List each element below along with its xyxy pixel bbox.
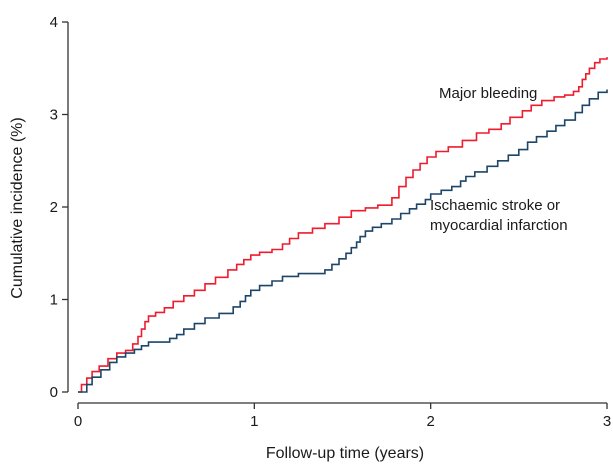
x-tick-label: 3: [603, 413, 611, 430]
x-tick-label: 0: [74, 413, 82, 430]
x-tick-label: 2: [426, 413, 434, 430]
y-tick-label: 4: [50, 14, 58, 31]
x-tick-label: 1: [250, 413, 258, 430]
y-axis-label: Cumulative incidence (%): [9, 117, 26, 298]
y-tick-label: 0: [50, 384, 58, 401]
series-label: Major bleeding: [439, 85, 537, 102]
x-axis-label: Follow-up time (years): [266, 445, 424, 462]
series-layer: [78, 57, 608, 393]
y-tick-label: 2: [50, 199, 58, 216]
series-label: Ischaemic stroke or myocardial infarction: [430, 197, 568, 234]
y-tick-label: 3: [50, 107, 58, 124]
series-line-major-bleeding: [78, 57, 608, 393]
y-tick-label: 1: [50, 292, 58, 309]
axes: 0 1 2 3 4 0 1 2 3: [50, 14, 612, 430]
series-labels: Major bleeding Ischaemic stroke or myocard…: [430, 85, 568, 234]
series-line-ischaemic-stroke-mi: [78, 89, 608, 393]
